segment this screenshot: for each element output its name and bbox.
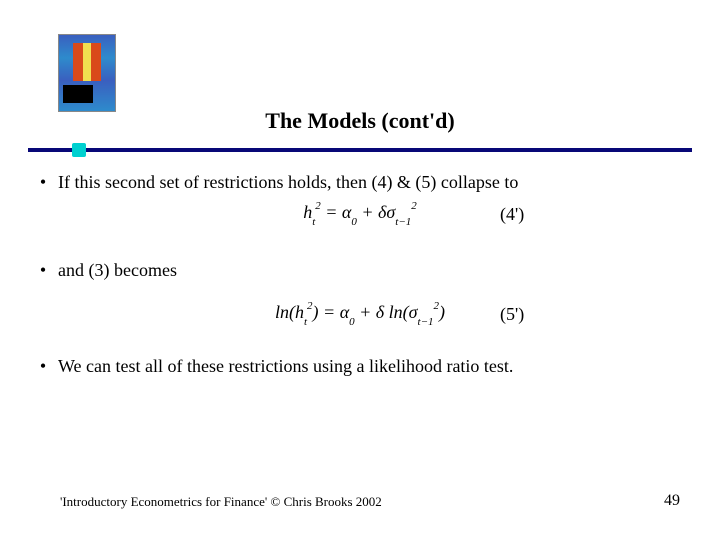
book-cover-icon (58, 34, 116, 112)
bullet-marker: • (28, 170, 58, 194)
bullet-2-text: and (3) becomes (58, 258, 692, 282)
slide-title: The Models (cont'd) (0, 108, 720, 134)
equation-4prime: ht2 = α0 + δσt−12 (4') (28, 200, 692, 228)
equation-5prime-label: (5') (500, 304, 524, 325)
bullet-2: • and (3) becomes (28, 258, 692, 282)
bullet-1: • If this second set of restrictions hol… (28, 170, 692, 194)
equation-4prime-formula: ht2 = α0 + δσt−12 (303, 202, 417, 226)
bullet-marker: • (28, 354, 58, 378)
slide-content: • If this second set of restrictions hol… (28, 170, 692, 384)
equation-4prime-label: (4') (500, 204, 524, 225)
bullet-3-text: We can test all of these restrictions us… (58, 354, 692, 378)
equation-5prime: ln(ht2) = α0 + δ ln(σt−12) (5') (28, 300, 692, 328)
footer-citation: 'Introductory Econometrics for Finance' … (60, 494, 382, 510)
bullet-marker: • (28, 258, 58, 282)
equation-5prime-formula: ln(ht2) = α0 + δ ln(σt−12) (275, 302, 445, 326)
slide-number: 49 (664, 492, 680, 510)
bullet-3: • We can test all of these restrictions … (28, 354, 692, 378)
bullet-1-text: If this second set of restrictions holds… (58, 170, 692, 194)
horizontal-rule (28, 148, 692, 152)
book-cover-text (63, 85, 93, 103)
